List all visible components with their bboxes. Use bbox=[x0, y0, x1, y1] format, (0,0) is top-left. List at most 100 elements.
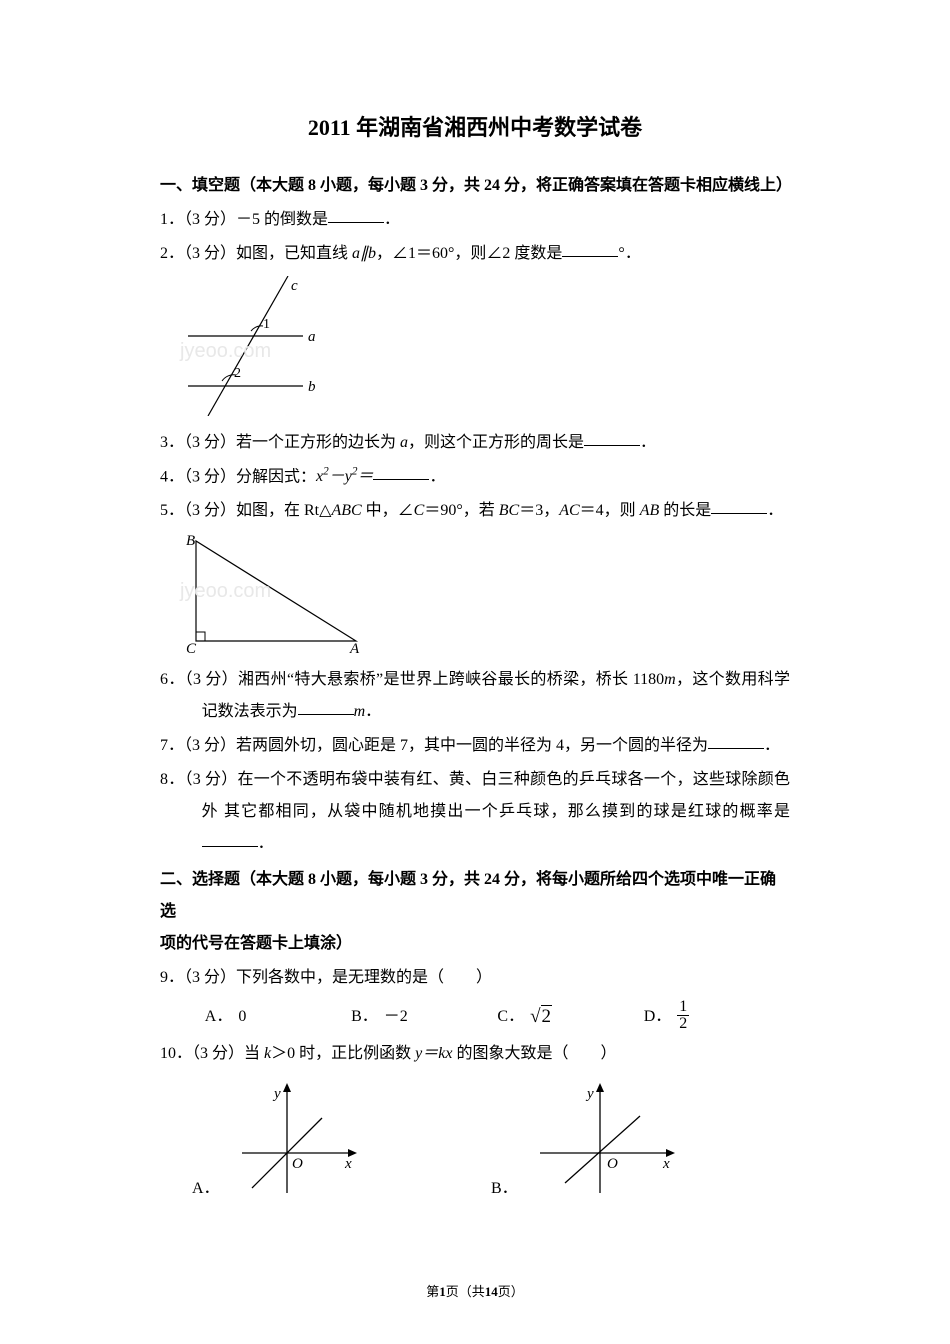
q2-aparb: a∥b bbox=[352, 245, 376, 262]
svg-text:2: 2 bbox=[234, 366, 241, 381]
sqrt-2: √2 bbox=[530, 998, 552, 1036]
page-content: 2011 年湖南省湘西州中考数学试卷 一、填空题（本大题 8 小题，每小题 3 … bbox=[0, 0, 950, 1258]
blank bbox=[584, 429, 640, 446]
q3-prefix: 3．（3 分）若一个正方形的边长为 bbox=[160, 434, 400, 451]
section-1-heading: 一、填空题（本大题 8 小题，每小题 3 分，共 24 分，将正确答案填在答题卡… bbox=[160, 170, 790, 202]
page-footer: 第1页（共14页） bbox=[0, 1281, 950, 1300]
q9-option-b: B． －2 bbox=[351, 998, 497, 1036]
q4-expr: x2－y2＝ bbox=[316, 468, 373, 485]
q9-text: 9．（3 分）下列各数中，是无理数的是（ ） bbox=[160, 969, 492, 986]
q6-l1s: ，这个数用科学 bbox=[676, 671, 790, 688]
blank bbox=[328, 206, 384, 223]
opt-label: A． bbox=[205, 1001, 233, 1033]
q9-option-c: C． √2 bbox=[497, 998, 643, 1036]
label-C: C bbox=[186, 641, 197, 653]
question-5: 5．（3 分）如图，在 Rt△ABC 中，∠C＝90°，若 BC＝3，AC＝4，… bbox=[160, 495, 790, 527]
axis-x: x bbox=[662, 1156, 670, 1172]
q5-BC: BC bbox=[499, 502, 519, 519]
q8-tail: ． bbox=[258, 835, 274, 852]
section-2-heading-l2: 项的代号在答题卡上填涂） bbox=[160, 928, 790, 960]
footer-mid: 页（共 bbox=[446, 1284, 485, 1299]
question-6: 6．（3 分）湘西州“特大悬索桥”是世界上跨峡谷最长的桥梁，桥长 1180m，这… bbox=[160, 664, 790, 728]
q1-tail: ． bbox=[384, 211, 400, 228]
q2-mid: ，∠1＝60°，则∠2 度数是 bbox=[376, 245, 562, 262]
q6-l2s: ． bbox=[365, 703, 381, 720]
q10-options: A． y x O B． bbox=[160, 1078, 790, 1198]
q9-options: A． 0 B． －2 C． √2 D． 12 bbox=[160, 998, 790, 1036]
footer-suffix: 页） bbox=[498, 1284, 524, 1299]
q2-tail: °． bbox=[618, 245, 640, 262]
blank bbox=[562, 240, 618, 257]
figure-q5-svg: B C A bbox=[178, 533, 368, 653]
opt-label: A． bbox=[192, 1174, 220, 1198]
q4-tail: ． bbox=[429, 468, 445, 485]
q3-tail: ． bbox=[640, 434, 656, 451]
q5-m5: 的长是 bbox=[659, 502, 711, 519]
q5-ABC: ABC bbox=[331, 502, 361, 519]
q10-ykx: y＝kx bbox=[415, 1045, 452, 1062]
label-A: A bbox=[349, 641, 360, 653]
label-B: B bbox=[186, 533, 195, 549]
q9-option-d: D． 12 bbox=[644, 998, 790, 1036]
q6-l1p: 6．（3 分）湘西州“特大悬索桥”是世界上跨峡谷最长的桥梁，桥长 1180 bbox=[160, 671, 664, 688]
q5-AB: AB bbox=[640, 502, 660, 519]
opt-label: B． bbox=[491, 1174, 518, 1198]
question-9: 9．（3 分）下列各数中，是无理数的是（ ） bbox=[160, 962, 790, 994]
opt-label: C． bbox=[497, 1001, 524, 1033]
question-4: 4．（3 分）分解因式：x2－y2＝ ． bbox=[160, 461, 790, 493]
question-7: 7．（3 分）若两圆外切，圆心距是 7，其中一圆的半径为 4，另一个圆的半径为 ． bbox=[160, 730, 790, 762]
blank bbox=[202, 830, 258, 847]
blank bbox=[298, 698, 354, 715]
q3-a: a bbox=[400, 434, 408, 451]
q7-tail: ． bbox=[764, 737, 780, 754]
label-c: c bbox=[291, 278, 298, 294]
opt-val: －2 bbox=[384, 1001, 408, 1033]
blank bbox=[708, 732, 764, 749]
q5-m4: ＝4，则 bbox=[580, 502, 640, 519]
opt-label: D． bbox=[644, 1001, 672, 1033]
q5-C: C bbox=[414, 502, 425, 519]
q9-option-a: A． 0 bbox=[205, 998, 351, 1036]
q1-text: 1．（3 分）－5 的倒数是 bbox=[160, 211, 328, 228]
q10-mid: ＞0 时，正比例函数 bbox=[271, 1045, 415, 1062]
figure-q5: B C A bbox=[178, 533, 790, 658]
blank bbox=[711, 497, 767, 514]
question-3: 3．（3 分）若一个正方形的边长为 a，则这个正方形的周长是 ． bbox=[160, 427, 790, 459]
axis-x: x bbox=[344, 1156, 352, 1172]
q5-tail: ． bbox=[767, 502, 783, 519]
figure-q2-svg: 1 2 c a b bbox=[178, 276, 338, 416]
q8-l2: 其它都相同，从袋中随机地摸出一个乒乓球，那么摸到的球是红球的概率是 bbox=[224, 803, 790, 820]
q10-option-b: B． y x O bbox=[491, 1078, 790, 1198]
q7-text: 7．（3 分）若两圆外切，圆心距是 7，其中一圆的半径为 4，另一个圆的半径为 bbox=[160, 737, 708, 754]
q6-m: m bbox=[664, 671, 676, 688]
q10-suffix: 的图象大致是（ ） bbox=[452, 1045, 616, 1062]
q4-prefix: 4．（3 分）分解因式： bbox=[160, 468, 316, 485]
q5-AC: AC bbox=[559, 502, 579, 519]
question-8: 8．（3 分）在一个不透明布袋中装有红、黄、白三种颜色的乒乓球各一个，这些球除颜… bbox=[160, 764, 790, 860]
opt-label: B． bbox=[351, 1001, 378, 1033]
section-2-heading-l1: 二、选择题（本大题 8 小题，每小题 3 分，共 24 分，将每小题所给四个选项… bbox=[160, 864, 790, 928]
label-a: a bbox=[308, 329, 316, 345]
axis-y: y bbox=[585, 1086, 594, 1102]
q10-option-a: A． y x O bbox=[192, 1078, 491, 1198]
opt-val: 0 bbox=[238, 1001, 246, 1033]
label-b: b bbox=[308, 379, 316, 395]
figure-q2: 1 2 c a b bbox=[178, 276, 790, 421]
question-10: 10．（3 分）当 k＞0 时，正比例函数 y＝kx 的图象大致是（ ） bbox=[160, 1038, 790, 1070]
axis-O: O bbox=[607, 1156, 618, 1172]
q6-m2: m bbox=[354, 703, 366, 720]
q5-p1: 5．（3 分）如图，在 Rt△ bbox=[160, 502, 331, 519]
footer-prefix: 第 bbox=[426, 1284, 439, 1299]
q10-prefix: 10．（3 分）当 bbox=[160, 1045, 264, 1062]
q5-m2: ＝90°，若 bbox=[424, 502, 498, 519]
svg-text:1: 1 bbox=[263, 317, 270, 332]
footer-total: 14 bbox=[485, 1284, 498, 1299]
graph-a-svg: y x O bbox=[232, 1078, 362, 1198]
graph-b-svg: y x O bbox=[530, 1078, 680, 1198]
q3-mid: ，则这个正方形的周长是 bbox=[408, 434, 584, 451]
blank bbox=[373, 463, 429, 480]
axis-y: y bbox=[272, 1086, 281, 1102]
question-1: 1．（3 分）－5 的倒数是 ． bbox=[160, 204, 790, 236]
q5-m1: 中，∠ bbox=[362, 502, 414, 519]
question-2: 2．（3 分）如图，已知直线 a∥b，∠1＝60°，则∠2 度数是°． bbox=[160, 238, 790, 270]
